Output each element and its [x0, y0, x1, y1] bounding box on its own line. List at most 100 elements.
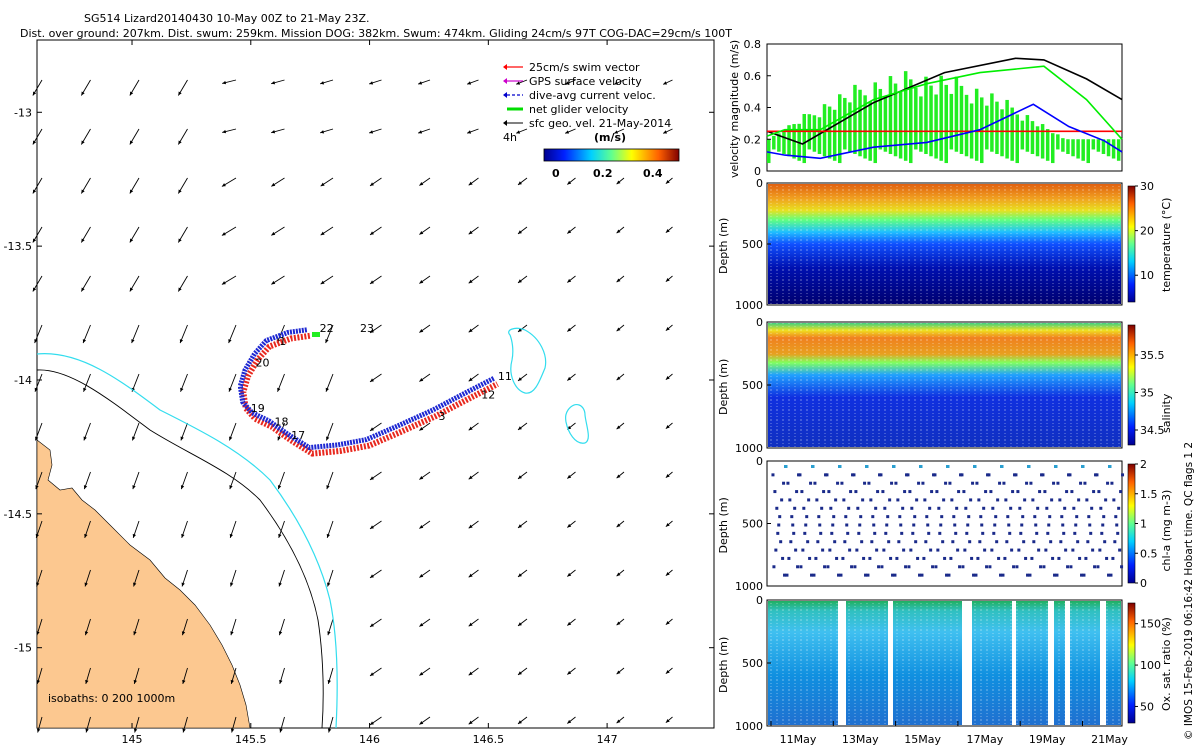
net-velocity-bar: [1091, 139, 1096, 150]
chl-sample: [789, 540, 793, 544]
current-arrow: [34, 373, 43, 392]
chl-sample: [1090, 506, 1094, 510]
arrow-head: [180, 436, 184, 441]
current-arrow: [129, 226, 140, 243]
chl-sample: [989, 490, 993, 494]
arrow-head: [178, 140, 182, 145]
current-arrow: [418, 79, 431, 85]
arrow-head: [468, 181, 473, 186]
arrow-head: [418, 81, 423, 85]
arrow-head: [36, 582, 40, 587]
net-velocity-bar: [812, 115, 817, 152]
net-velocity-bar: [1040, 124, 1045, 159]
chl-sample: [955, 506, 959, 510]
arrow-head: [83, 485, 88, 490]
chl-sample: [880, 565, 884, 569]
current-arrow: [616, 471, 625, 479]
chl-sample: [823, 565, 827, 569]
chl-sample: [943, 556, 947, 560]
arrow-head: [518, 573, 522, 577]
chl-sample: [1000, 465, 1004, 468]
chl-sample: [1016, 490, 1020, 494]
chl-sample: [872, 523, 876, 527]
current-arrow: [325, 373, 334, 392]
chl-sample: [1077, 498, 1081, 502]
chl-sample: [1058, 498, 1062, 502]
chl-sample: [1074, 523, 1078, 527]
current-arrow: [182, 716, 188, 733]
arrow-head: [228, 387, 232, 392]
net-velocity-bar: [1081, 139, 1085, 161]
net-velocity-bar: [1076, 139, 1080, 159]
chl-sample: [1014, 473, 1018, 477]
map-y-ticks: -13 -13.5 -14 -14.5 -15: [4, 106, 714, 655]
chl-sample: [968, 540, 972, 544]
chl-sample: [1119, 490, 1123, 494]
current-arrow: [129, 275, 140, 292]
current-arrow: [180, 422, 188, 441]
current-arrow: [32, 177, 43, 194]
arrow-head: [419, 525, 424, 529]
arrow-head: [516, 81, 521, 85]
chl-sample: [848, 548, 852, 552]
current-arrow: [567, 226, 576, 234]
y-tick-label: 0: [756, 177, 763, 190]
current-arrow: [180, 373, 188, 392]
current-arrow: [468, 324, 479, 333]
chl-sample: [814, 556, 818, 560]
arrow-head: [567, 719, 572, 724]
current-arrow: [326, 422, 334, 441]
chl-sample: [1120, 565, 1124, 569]
arrow-head: [133, 631, 137, 636]
arrow-head: [370, 231, 374, 235]
day-label: 22: [320, 322, 334, 335]
chl-sample: [858, 523, 862, 527]
chl-sample: [919, 465, 923, 468]
arrow-head: [665, 670, 670, 674]
arrow-head: [370, 378, 374, 382]
current-arrow: [36, 716, 43, 733]
chl-sample: [875, 548, 879, 552]
chl-sample: [882, 548, 886, 552]
chl-sample: [1097, 490, 1101, 494]
depth-ylabel: Depth (m): [717, 637, 730, 693]
current-arrow: [133, 618, 140, 636]
chl-sample: [976, 556, 980, 560]
depth-ylabel: Depth (m): [717, 359, 730, 415]
current-arrow: [369, 422, 382, 432]
chl-sample: [825, 473, 829, 477]
chl-sample: [1059, 540, 1063, 544]
net-velocity-bar: [1106, 139, 1111, 157]
chl-sample: [1023, 498, 1027, 502]
chl-sample: [1038, 490, 1042, 494]
net-velocity-bar: [909, 79, 913, 164]
arrow-head: [665, 278, 670, 282]
current-arrow: [665, 716, 673, 724]
chl-sample: [1045, 506, 1049, 510]
current-arrow: [182, 667, 188, 684]
arrow-head: [35, 436, 39, 441]
chl-sample: [951, 540, 955, 544]
current-arrow: [230, 667, 237, 684]
chl-sample: [863, 481, 867, 485]
chl-sample: [1015, 565, 1019, 569]
arrow-head: [518, 328, 522, 332]
current-arrow: [129, 177, 140, 194]
chl-sample: [948, 481, 952, 485]
current-arrow: [515, 79, 528, 85]
chl-sample: [907, 565, 911, 569]
chl-sample: [984, 490, 988, 494]
arrow-head: [271, 231, 276, 236]
chl-sample: [894, 481, 898, 485]
net-velocity-bar: [817, 117, 822, 154]
chl-sample: [1082, 573, 1086, 577]
arrow-head: [616, 572, 621, 577]
isobath-reef-1: [508, 327, 547, 394]
chl-sample: [1103, 540, 1107, 544]
arrow-head: [230, 631, 234, 636]
current-arrow: [467, 128, 479, 134]
legend-label: net glider velocity: [529, 103, 629, 116]
chl-sample: [861, 498, 865, 502]
legend-item-dive-avg: dive-avg current veloc.: [503, 89, 656, 102]
current-arrow: [468, 667, 479, 676]
